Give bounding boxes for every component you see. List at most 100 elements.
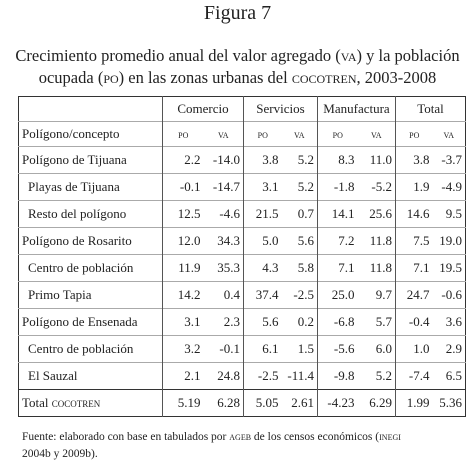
value-cell: -6.8 <box>317 308 358 336</box>
text-part: cocotren <box>51 395 101 410</box>
data-row: Polígono de Tijuana 2.2 -14.0 3.8 5.2 8.3 11.0… <box>18 146 466 174</box>
text-part: 2004b y 2009b). <box>22 448 98 460</box>
row-label: Resto del polígono <box>18 200 163 228</box>
group-header: Manufactura <box>317 96 396 122</box>
subheader: po <box>395 121 433 147</box>
value-cell: 4.3 <box>243 254 282 282</box>
value-cell: 1.9 <box>395 173 433 201</box>
value-cell: 7.1 <box>317 254 358 282</box>
value-cell: -11.4 <box>281 362 318 390</box>
text-part: Primo Tapia <box>28 287 92 302</box>
value-cell: 35.3 <box>203 254 244 282</box>
value-cell: 19.0 <box>432 227 466 255</box>
figure-title: Figura 7 <box>203 2 272 24</box>
text-part: va <box>340 46 357 65</box>
value-cell: -2.5 <box>243 362 282 390</box>
value-cell: 6.28 <box>203 389 244 417</box>
value-cell: -4.6 <box>203 200 244 228</box>
value-cell: -2.5 <box>281 281 318 309</box>
value-cell: -4.9 <box>432 173 466 201</box>
data-table: Comercio Servicios Manufactura Total Polígon… <box>18 96 466 417</box>
data-row: Playas de Tijuana -0.1 -14.7 3.1 5.2 -1.8 -5.2… <box>18 173 466 201</box>
value-cell: 2.2 <box>162 146 204 174</box>
footnote-line: 2004b y 2009b). <box>22 448 98 460</box>
value-cell: 11.8 <box>357 254 396 282</box>
value-cell: 9.7 <box>357 281 396 309</box>
data-row: Total cocotren 5.19 6.28 5.05 2.61 -4.23 6.29 1… <box>18 389 466 417</box>
text-part: Polígono de Ensenada <box>22 314 138 329</box>
row-label: Playas de Tijuana <box>18 173 163 201</box>
value-cell: 2.9 <box>432 335 466 363</box>
row-label: Polígono de Rosarito <box>18 227 163 255</box>
table-body: Comercio Servicios Manufactura Total Polígon… <box>18 96 466 417</box>
value-cell: 9.5 <box>432 200 466 228</box>
value-cell: 11.0 <box>357 146 396 174</box>
value-cell: 3.6 <box>432 308 466 336</box>
value-cell: 6.5 <box>432 362 466 390</box>
text-part: Centro de población <box>28 260 134 275</box>
value-cell: 7.2 <box>317 227 358 255</box>
value-cell: 3.1 <box>162 308 204 336</box>
subheader: va <box>357 121 396 147</box>
data-row: Polígono de Ensenada 3.1 2.3 5.6 0.2 -6.8 5.7-… <box>18 308 466 336</box>
value-cell: 5.36 <box>432 389 466 417</box>
value-cell: 5.8 <box>281 254 318 282</box>
data-row: Polígono de Rosarito 12.0 34.3 5.0 5.6 7.2 11.… <box>18 227 466 255</box>
value-cell: 24.7 <box>395 281 433 309</box>
value-cell: 19.5 <box>432 254 466 282</box>
data-row: El Sauzal 2.1 24.8 -2.5 -11.4 -9.8 5.2 -7.4 6.5 <box>18 362 466 390</box>
value-cell: 0.2 <box>281 308 318 336</box>
value-cell: -14.7 <box>203 173 244 201</box>
subheader: va <box>281 121 318 147</box>
value-cell: 1.0 <box>395 335 433 363</box>
value-cell: 0.4 <box>203 281 244 309</box>
value-cell: -0.1 <box>162 173 204 201</box>
row-header: Polígono/concepto <box>18 121 163 147</box>
text-part: cocotren <box>291 68 357 87</box>
subheader: po <box>317 121 358 147</box>
text-part: Resto del polígono <box>28 206 127 221</box>
caption-line: ocupada (po) en las zonas urbanas del co… <box>0 68 475 88</box>
data-row: Centro de población 11.9 35.3 4.3 5.8 7.1 11.8… <box>18 254 466 282</box>
value-cell: -7.4 <box>395 362 433 390</box>
row-label: Centro de población <box>18 335 163 363</box>
value-cell: 7.1 <box>395 254 433 282</box>
value-cell: 11.9 <box>162 254 204 282</box>
value-cell: 3.2 <box>162 335 204 363</box>
text-part: ageb <box>229 431 252 443</box>
value-cell: 25.0 <box>317 281 358 309</box>
value-cell: 5.0 <box>243 227 282 255</box>
subheader: va <box>432 121 466 147</box>
value-cell: 5.6 <box>243 308 282 336</box>
caption-line: Crecimiento promedio anual del valor agr… <box>0 46 475 66</box>
text-part: ) en las zonas urbanas del <box>118 68 292 87</box>
value-cell: 1.5 <box>281 335 318 363</box>
subheader: po <box>162 121 204 147</box>
value-cell: 25.6 <box>357 200 396 228</box>
header-row: Comercio Servicios Manufactura Total <box>18 96 466 122</box>
row-label: Primo Tapia <box>18 281 163 309</box>
text-part: Crecimiento promedio anual del valor agr… <box>15 46 341 65</box>
value-cell: -0.1 <box>203 335 244 363</box>
value-cell: 5.2 <box>357 362 396 390</box>
value-cell: -14.0 <box>203 146 244 174</box>
value-cell: 14.2 <box>162 281 204 309</box>
text-part: Polígono de Tijuana <box>22 152 127 167</box>
value-cell: -0.6 <box>432 281 466 309</box>
value-cell: 14.1 <box>317 200 358 228</box>
text-part: Total <box>22 395 52 410</box>
text-part: Centro de población <box>28 341 134 356</box>
empty-cell <box>18 96 163 122</box>
value-cell: 24.8 <box>203 362 244 390</box>
value-cell: 8.3 <box>317 146 358 174</box>
value-cell: 6.1 <box>243 335 282 363</box>
data-row: Primo Tapia 14.2 0.4 37.4 -2.5 25.0 9.7 24.7 -0.… <box>18 281 466 309</box>
footnote-line: Fuente: elaborado con base en tabulados … <box>22 431 401 443</box>
value-cell: 0.7 <box>281 200 318 228</box>
value-cell: 11.8 <box>357 227 396 255</box>
group-header: Comercio <box>162 96 244 122</box>
text-part: El Sauzal <box>28 368 78 383</box>
text-part: ) y la población <box>356 46 460 65</box>
